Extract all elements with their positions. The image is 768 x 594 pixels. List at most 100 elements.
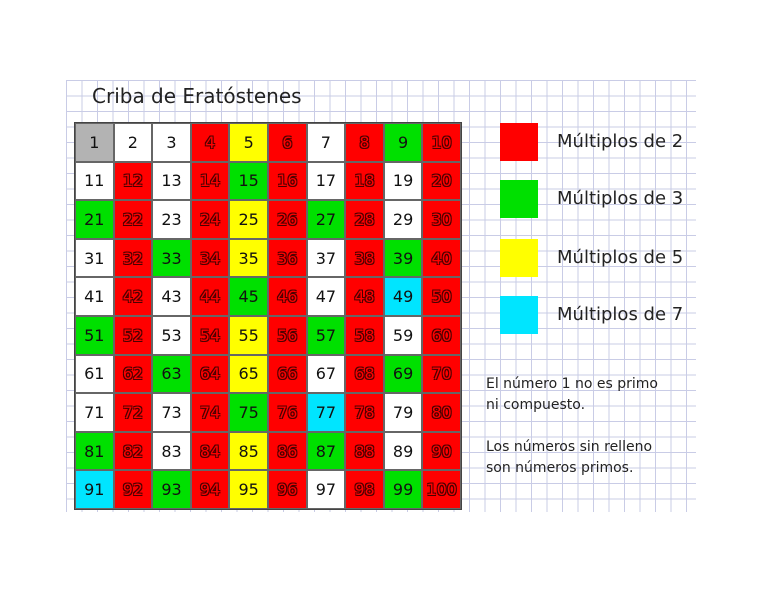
legend-label: Múltiplos de 3 bbox=[557, 188, 684, 209]
grid-cell-1: 1 bbox=[75, 123, 114, 162]
grid-cell-88: 88 bbox=[345, 431, 384, 471]
grid-cell-43: 43 bbox=[152, 277, 191, 316]
grid-cell-82: 82 bbox=[113, 431, 153, 471]
grid-cell-96: 96 bbox=[267, 470, 307, 509]
grid-cell-22: 22 bbox=[113, 200, 153, 239]
grid-cell-15: 15 bbox=[229, 161, 268, 201]
grid-cell-100: 100 bbox=[422, 470, 461, 509]
grid-cell-56: 56 bbox=[267, 315, 307, 355]
grid-cell-52: 52 bbox=[113, 315, 153, 355]
grid-cell-85: 85 bbox=[229, 431, 268, 471]
grid-cell-98: 98 bbox=[345, 470, 384, 509]
grid-cell-35: 35 bbox=[229, 238, 268, 278]
legend-item-mult5: Múltiplos de 5 bbox=[500, 239, 700, 279]
sieve-grid: 1 2 3 4 5 6 7 8 9 10 11 12 13 14 15 16 17 18 19 20 21 22 23 24 2… bbox=[74, 122, 462, 510]
grid-cell-33: 33 bbox=[152, 238, 191, 278]
note-line: son números primos. bbox=[486, 460, 634, 476]
grid-cell-10: 10 bbox=[422, 123, 461, 162]
grid-cell-11: 11 bbox=[75, 161, 114, 201]
grid-cell-55: 55 bbox=[229, 315, 268, 355]
grid-cell-72: 72 bbox=[113, 393, 153, 432]
grid-cell-23: 23 bbox=[152, 200, 191, 239]
grid-cell-74: 74 bbox=[190, 393, 230, 432]
legend-item-mult3: Múltiplos de 3 bbox=[500, 180, 700, 220]
legend-swatch-green bbox=[500, 180, 538, 218]
grid-cell-91: 91 bbox=[75, 470, 114, 509]
note-line: El número 1 no es primo bbox=[486, 376, 658, 392]
grid-cell-99: 99 bbox=[383, 470, 423, 509]
grid-cell-70: 70 bbox=[422, 354, 461, 394]
grid-cell-63: 63 bbox=[152, 354, 191, 394]
grid-cell-66: 66 bbox=[267, 354, 307, 394]
grid-cell-92: 92 bbox=[113, 470, 153, 509]
grid-cell-44: 44 bbox=[190, 277, 230, 316]
grid-cell-41: 41 bbox=[75, 277, 114, 316]
grid-cell-67: 67 bbox=[306, 354, 346, 394]
grid-cell-48: 48 bbox=[345, 277, 384, 316]
note-line: Los números sin relleno bbox=[486, 439, 653, 455]
legend-swatch-red bbox=[500, 123, 538, 161]
grid-cell-51: 51 bbox=[75, 315, 114, 355]
grid-cell-57: 57 bbox=[306, 315, 346, 355]
grid-cell-2: 2 bbox=[113, 123, 153, 162]
grid-cell-53: 53 bbox=[152, 315, 191, 355]
grid-cell-6: 6 bbox=[267, 123, 307, 162]
grid-cell-31: 31 bbox=[75, 238, 114, 278]
grid-cell-79: 79 bbox=[383, 393, 423, 432]
legend-label: Múltiplos de 2 bbox=[557, 131, 684, 152]
grid-cell-68: 68 bbox=[345, 354, 384, 394]
grid-cell-47: 47 bbox=[306, 277, 346, 316]
grid-cell-9: 9 bbox=[383, 123, 423, 162]
grid-cell-24: 24 bbox=[190, 200, 230, 239]
legend-item-mult7: Múltiplos de 7 bbox=[500, 296, 700, 336]
grid-cell-61: 61 bbox=[75, 354, 114, 394]
grid-cell-4: 4 bbox=[190, 123, 230, 162]
grid-cell-46: 46 bbox=[267, 277, 307, 316]
grid-cell-18: 18 bbox=[345, 161, 384, 201]
grid-cell-78: 78 bbox=[345, 393, 384, 432]
grid-cell-62: 62 bbox=[113, 354, 153, 394]
grid-cell-26: 26 bbox=[267, 200, 307, 239]
grid-cell-95: 95 bbox=[229, 470, 268, 509]
grid-cell-59: 59 bbox=[383, 315, 423, 355]
grid-cell-37: 37 bbox=[306, 238, 346, 278]
grid-cell-86: 86 bbox=[267, 431, 307, 471]
grid-cell-21: 21 bbox=[75, 200, 114, 239]
grid-cell-36: 36 bbox=[267, 238, 307, 278]
grid-cell-13: 13 bbox=[152, 161, 191, 201]
grid-cell-90: 90 bbox=[422, 431, 461, 471]
grid-cell-83: 83 bbox=[152, 431, 191, 471]
grid-cell-71: 71 bbox=[75, 393, 114, 432]
legend-swatch-yellow bbox=[500, 239, 538, 277]
grid-cell-17: 17 bbox=[306, 161, 346, 201]
grid-cell-30: 30 bbox=[422, 200, 461, 239]
grid-cell-69: 69 bbox=[383, 354, 423, 394]
grid-cell-5: 5 bbox=[229, 123, 268, 162]
grid-cell-28: 28 bbox=[345, 200, 384, 239]
note-line: ni compuesto. bbox=[486, 397, 586, 413]
grid-cell-93: 93 bbox=[152, 470, 191, 509]
legend-label: Múltiplos de 7 bbox=[557, 304, 684, 325]
grid-cell-12: 12 bbox=[113, 161, 153, 201]
grid-cell-58: 58 bbox=[345, 315, 384, 355]
grid-cell-80: 80 bbox=[422, 393, 461, 432]
legend-swatch-cyan bbox=[500, 296, 538, 334]
grid-cell-97: 97 bbox=[306, 470, 346, 509]
grid-cell-29: 29 bbox=[383, 200, 423, 239]
grid-cell-40: 40 bbox=[422, 238, 461, 278]
grid-cell-34: 34 bbox=[190, 238, 230, 278]
grid-cell-64: 64 bbox=[190, 354, 230, 394]
grid-cell-3: 3 bbox=[152, 123, 191, 162]
note-primes: Los números sin relleno son números prim… bbox=[486, 437, 716, 479]
grid-cell-7: 7 bbox=[306, 123, 346, 162]
grid-cell-75: 75 bbox=[229, 393, 268, 432]
grid-cell-60: 60 bbox=[422, 315, 461, 355]
grid-cell-25: 25 bbox=[229, 200, 268, 239]
grid-cell-76: 76 bbox=[267, 393, 307, 432]
note-number-one: El número 1 no es primo ni compuesto. bbox=[486, 374, 716, 416]
legend-item-mult2: Múltiplos de 2 bbox=[500, 123, 700, 163]
page-title: Criba de Eratóstenes bbox=[92, 84, 302, 108]
grid-cell-89: 89 bbox=[383, 431, 423, 471]
grid-cell-32: 32 bbox=[113, 238, 153, 278]
grid-cell-42: 42 bbox=[113, 277, 153, 316]
